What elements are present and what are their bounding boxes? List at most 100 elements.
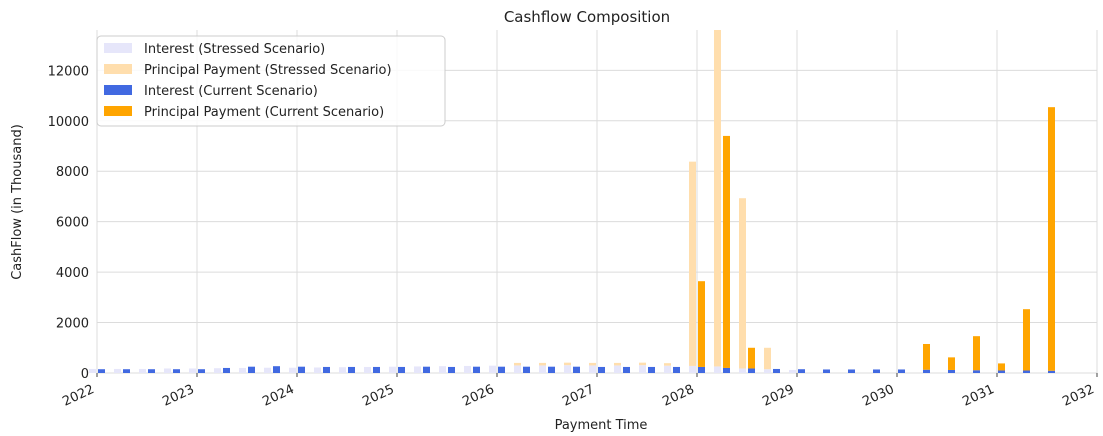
bar-interest-current bbox=[948, 369, 955, 373]
bar-interest-stressed bbox=[689, 365, 696, 373]
bar-interest-current bbox=[798, 369, 805, 373]
bar-interest-current bbox=[898, 369, 905, 373]
bar-interest-current bbox=[223, 367, 230, 373]
x-tick-label: 2032 bbox=[1060, 382, 1096, 410]
bar-principal-stressed bbox=[589, 362, 596, 366]
bar-interest-stressed bbox=[639, 365, 646, 373]
x-tick-label: 2029 bbox=[760, 382, 796, 410]
bar-interest-current bbox=[748, 368, 755, 373]
x-tick-label: 2030 bbox=[860, 382, 896, 410]
bar-interest-stressed bbox=[789, 369, 796, 373]
bar-interest-current bbox=[473, 366, 480, 373]
y-tick-label: 4000 bbox=[56, 266, 89, 281]
bars-layer bbox=[89, 30, 1055, 373]
bar-interest-current bbox=[923, 369, 930, 373]
bar-interest-current bbox=[773, 368, 780, 373]
x-tick-label: 2022 bbox=[60, 382, 96, 410]
bar-interest-current bbox=[98, 369, 105, 373]
bar-interest-current bbox=[173, 369, 180, 373]
bar-interest-current bbox=[998, 370, 1005, 373]
bar-interest-current bbox=[1023, 370, 1030, 373]
bar-interest-stressed bbox=[189, 368, 196, 373]
bar-interest-current bbox=[498, 366, 505, 373]
bar-interest-stressed bbox=[114, 368, 121, 373]
bar-interest-current bbox=[848, 369, 855, 373]
bar-principal-stressed bbox=[539, 362, 546, 366]
bar-interest-stressed bbox=[139, 368, 146, 373]
bar-principal-stressed bbox=[664, 363, 671, 366]
legend-label: Interest (Current Scenario) bbox=[144, 84, 318, 99]
legend: Interest (Stressed Scenario) Principal Pa… bbox=[96, 35, 446, 127]
y-tick-label: 0 bbox=[81, 367, 89, 382]
bar-interest-current bbox=[298, 366, 305, 373]
bar-interest-stressed bbox=[714, 366, 721, 373]
bar-interest-stressed bbox=[289, 367, 296, 373]
legend-swatch bbox=[104, 43, 132, 53]
bar-interest-stressed bbox=[164, 368, 171, 373]
bar-interest-stressed bbox=[539, 365, 546, 373]
legend-swatch bbox=[104, 106, 132, 116]
bar-interest-stressed bbox=[239, 367, 246, 373]
bar-principal-stressed bbox=[514, 362, 521, 366]
bar-interest-current bbox=[648, 366, 655, 373]
bar-principal-current bbox=[973, 336, 980, 371]
legend-label: Principal Payment (Stressed Scenario) bbox=[144, 63, 392, 78]
legend-swatch bbox=[104, 85, 132, 95]
bar-interest-current bbox=[723, 367, 730, 373]
y-axis-title: CashFlow (in Thousand) bbox=[10, 124, 25, 280]
bar-interest-stressed bbox=[314, 367, 321, 373]
legend-swatch bbox=[104, 64, 132, 74]
bar-interest-current bbox=[373, 366, 380, 373]
bar-interest-stressed bbox=[614, 365, 621, 373]
bar-interest-current bbox=[523, 366, 530, 373]
bar-interest-stressed bbox=[589, 365, 596, 373]
bar-interest-current bbox=[348, 366, 355, 373]
bar-interest-current bbox=[448, 366, 455, 373]
bar-interest-stressed bbox=[764, 369, 771, 373]
x-tick-label: 2024 bbox=[260, 382, 296, 410]
y-tick-label: 12000 bbox=[48, 64, 89, 79]
bar-interest-stressed bbox=[214, 368, 221, 373]
bar-principal-current bbox=[698, 281, 705, 367]
bar-interest-current bbox=[823, 369, 830, 373]
bar-principal-current bbox=[723, 135, 730, 368]
legend-label: Interest (Stressed Scenario) bbox=[144, 42, 325, 57]
bar-interest-current bbox=[873, 369, 880, 373]
bar-interest-stressed bbox=[489, 365, 496, 373]
bar-principal-stressed bbox=[764, 347, 771, 370]
bar-interest-current bbox=[973, 370, 980, 373]
bar-interest-stressed bbox=[514, 365, 521, 373]
bar-principal-stressed bbox=[564, 362, 571, 366]
bar-interest-stressed bbox=[664, 365, 671, 373]
bar-interest-stressed bbox=[564, 365, 571, 373]
x-tick-label: 2027 bbox=[560, 382, 596, 410]
bar-principal-current bbox=[1023, 309, 1030, 371]
x-tick-label: 2026 bbox=[460, 382, 496, 410]
bar-interest-current bbox=[423, 366, 430, 373]
chart-title: Cashflow Composition bbox=[504, 8, 670, 26]
bar-interest-stressed bbox=[364, 366, 371, 373]
bar-interest-stressed bbox=[464, 365, 471, 373]
x-tick-label: 2031 bbox=[960, 382, 996, 410]
bar-interest-stressed bbox=[739, 368, 746, 373]
bar-principal-stressed bbox=[639, 362, 646, 366]
bar-principal-current bbox=[1048, 107, 1055, 371]
bar-principal-current bbox=[748, 347, 755, 369]
bar-interest-stressed bbox=[439, 366, 446, 373]
x-tick-label: 2023 bbox=[160, 382, 196, 410]
y-tick-label: 8000 bbox=[56, 165, 89, 180]
y-tick-label: 2000 bbox=[56, 317, 89, 332]
x-tick-label: 2028 bbox=[660, 382, 696, 410]
bar-interest-current bbox=[273, 366, 280, 373]
bar-interest-current bbox=[1048, 370, 1055, 373]
bar-principal-current bbox=[998, 363, 1005, 371]
bar-interest-stressed bbox=[414, 366, 421, 373]
bar-interest-current bbox=[623, 366, 630, 373]
legend-frame bbox=[96, 35, 446, 127]
bar-principal-current bbox=[948, 357, 955, 370]
y-tick-label: 10000 bbox=[48, 115, 89, 130]
x-tick-label: 2025 bbox=[360, 382, 396, 410]
bar-interest-stressed bbox=[89, 368, 96, 373]
bar-principal-stressed bbox=[714, 30, 721, 367]
